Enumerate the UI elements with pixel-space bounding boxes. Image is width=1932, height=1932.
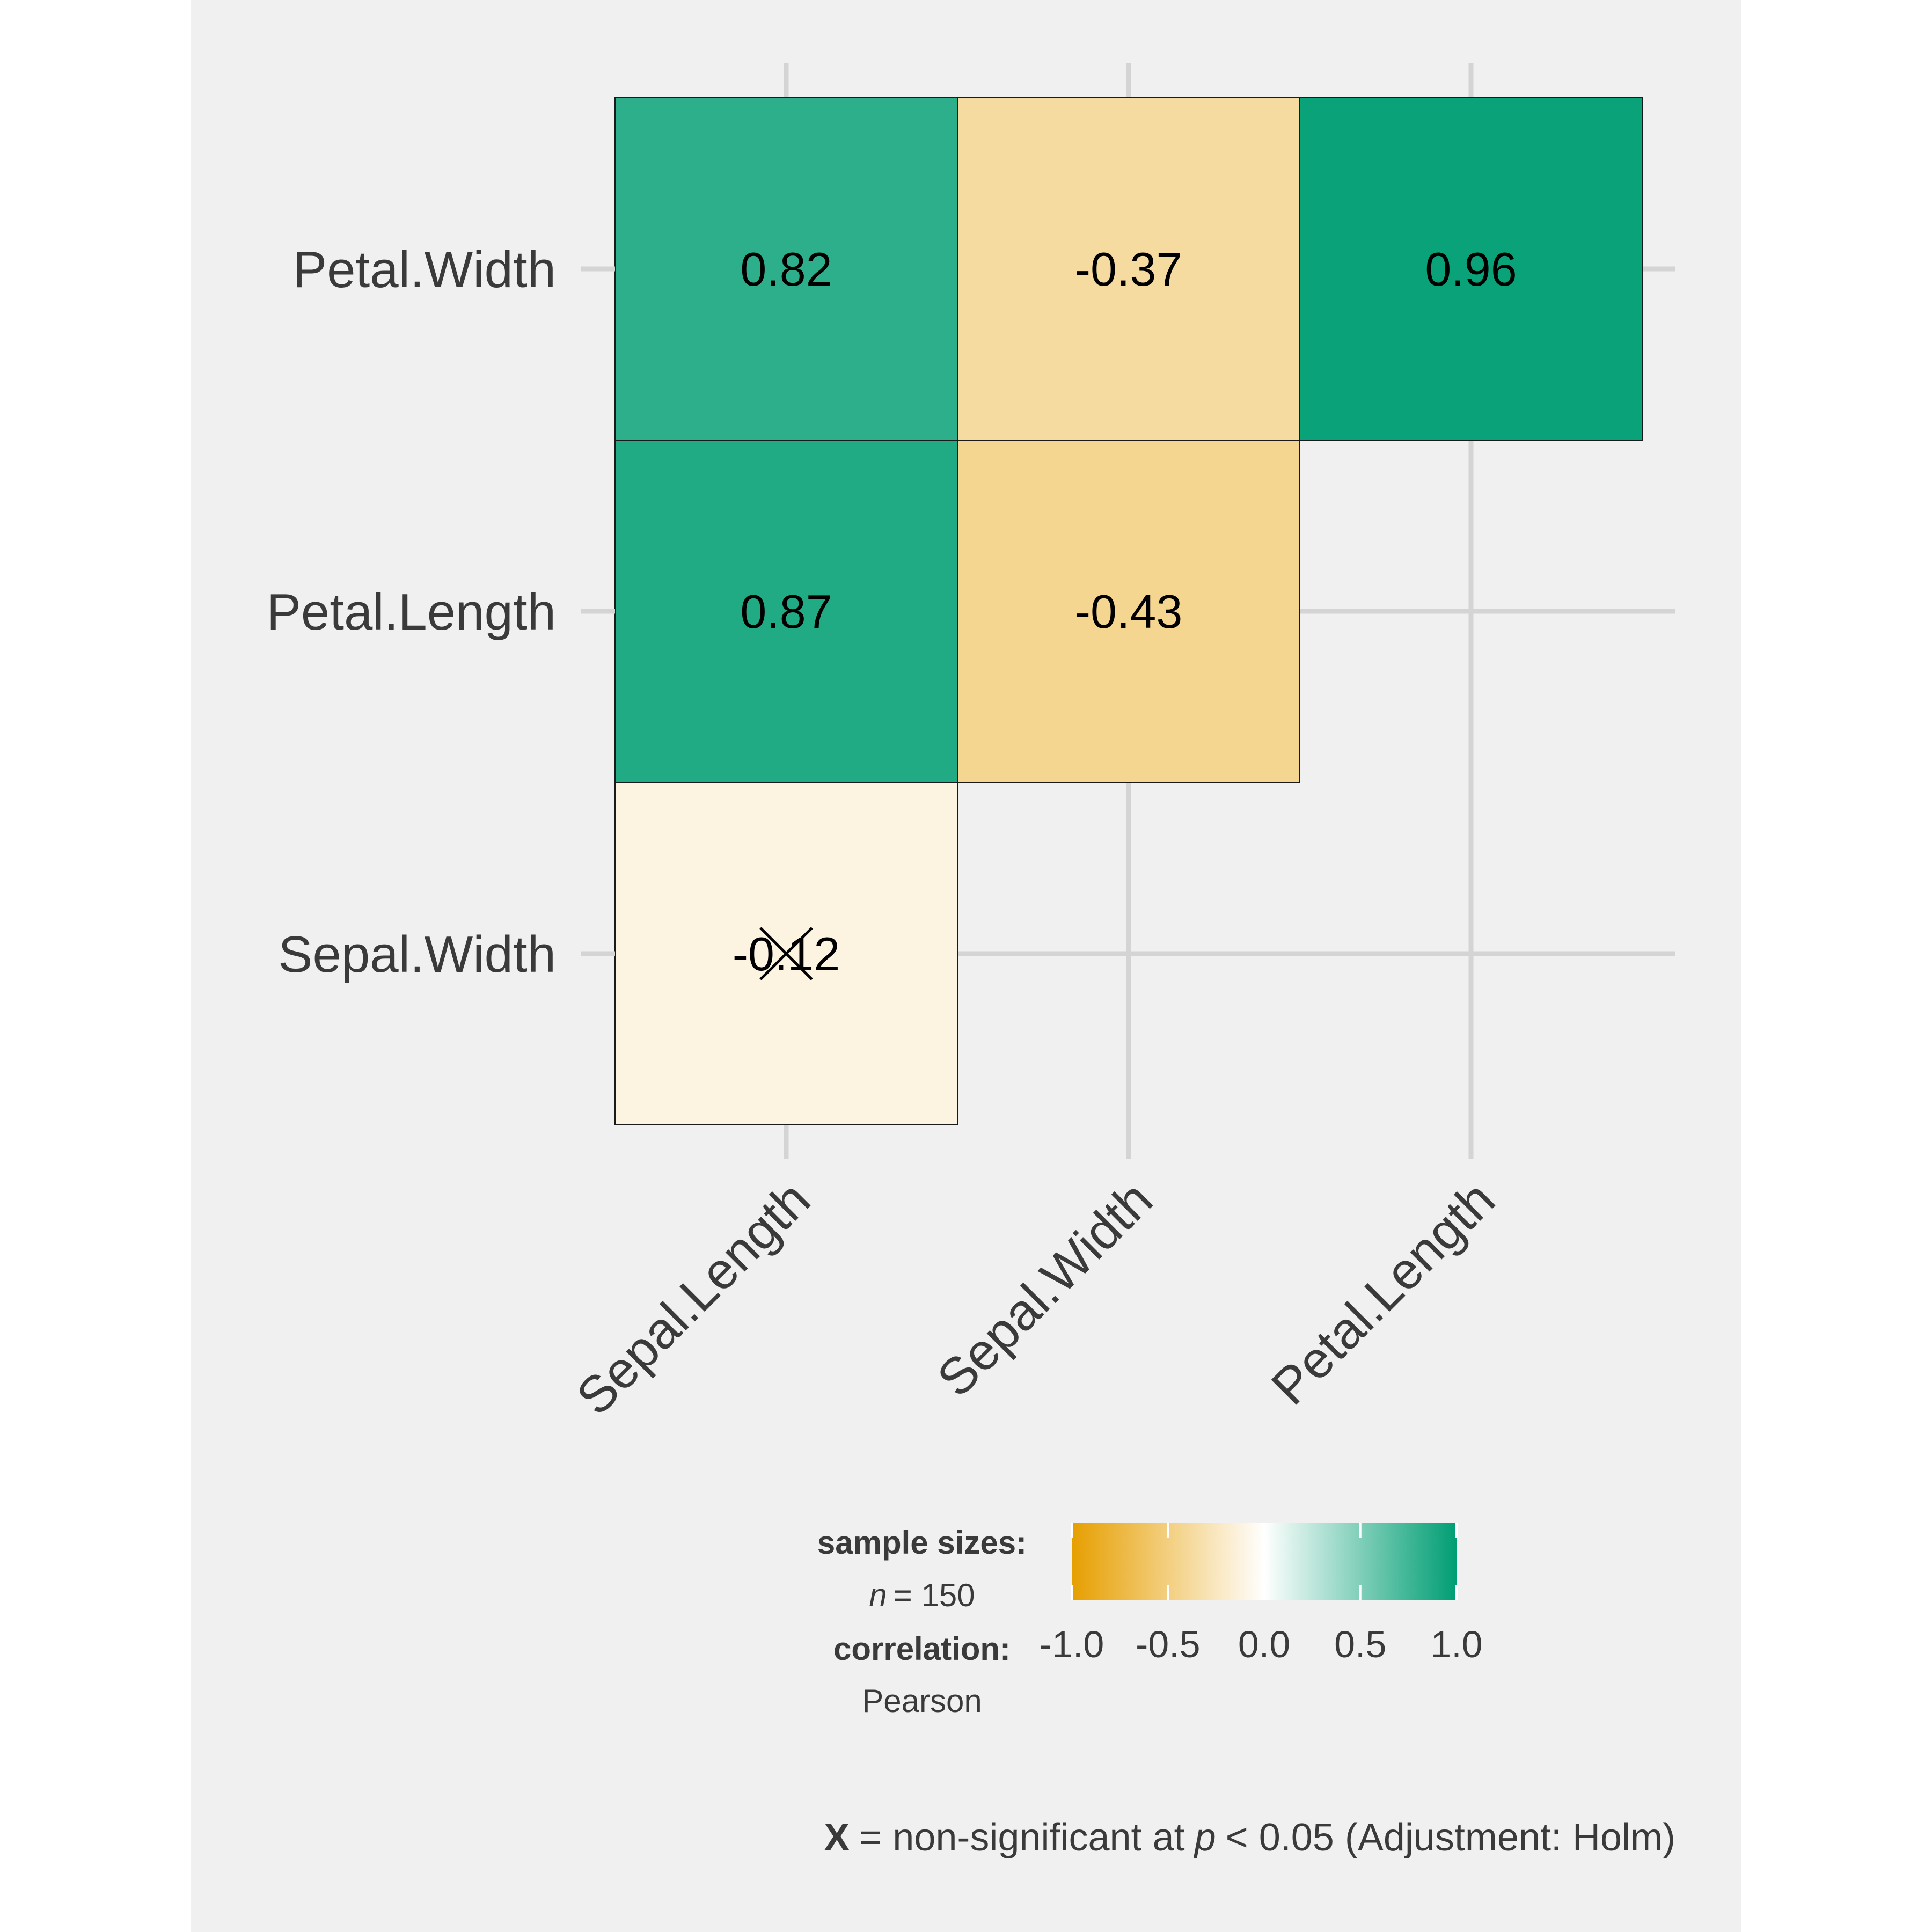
- heatmap-cell: [614, 440, 958, 783]
- legend-tick-label: 0.5: [1334, 1623, 1386, 1665]
- legend-corr-title: correlation:: [833, 1631, 1011, 1667]
- caption-part1: = non-significant at: [859, 1816, 1184, 1859]
- cell-value-label: 0.82: [740, 243, 832, 296]
- caption: X = non-significant at p < 0.05 (Adjustment…: [824, 1816, 1675, 1859]
- legend-n-value: = 150: [894, 1577, 975, 1613]
- heatmap-cell: [1299, 97, 1643, 441]
- legend-sample-title: sample sizes:: [817, 1525, 1027, 1561]
- x-tick-label: Petal.Length: [1261, 1170, 1506, 1416]
- y-tick-label: Petal.Width: [292, 241, 556, 298]
- y-tick-label: Petal.Length: [267, 583, 556, 641]
- heatmap-cell: [957, 440, 1300, 783]
- non-significant-cross: [759, 927, 813, 980]
- caption-part2: < 0.05 (Adjustment: Holm): [1226, 1816, 1675, 1859]
- legend-corr-method: Pearson: [862, 1683, 982, 1719]
- heatmap-cells: [614, 97, 1643, 1125]
- x-tick-label: Sepal.Length: [566, 1170, 821, 1426]
- caption-p: p: [1194, 1816, 1216, 1859]
- legend-n-symbol: n: [869, 1577, 887, 1613]
- cell-value-label: -0.43: [1075, 585, 1183, 638]
- legend-tick-label: 0.0: [1238, 1623, 1290, 1665]
- legend-ticks: -1.0 -0.5 0.0 0.5 1.0: [1040, 1523, 1483, 1665]
- cell-value-label: -0.37: [1075, 243, 1183, 296]
- legend-tick-label: -0.5: [1136, 1623, 1201, 1665]
- legend: sample sizes: n = 150 correlation: Pearso…: [817, 1523, 1483, 1719]
- legend-tick-label: -1.0: [1040, 1623, 1104, 1665]
- legend-tick-label: 1.0: [1430, 1623, 1482, 1665]
- y-tick-label: Sepal.Width: [278, 926, 556, 983]
- x-tick-label: Sepal.Width: [926, 1170, 1163, 1408]
- legend-sample-n: n = 150: [869, 1577, 975, 1613]
- cell-labels: 0.82-0.370.960.87-0.43-0.12: [733, 243, 1517, 980]
- cell-value-label: 0.87: [740, 585, 832, 638]
- cell-value-label: 0.96: [1425, 243, 1517, 296]
- caption-mark: X: [824, 1816, 850, 1859]
- heatmap-cell: [957, 97, 1300, 441]
